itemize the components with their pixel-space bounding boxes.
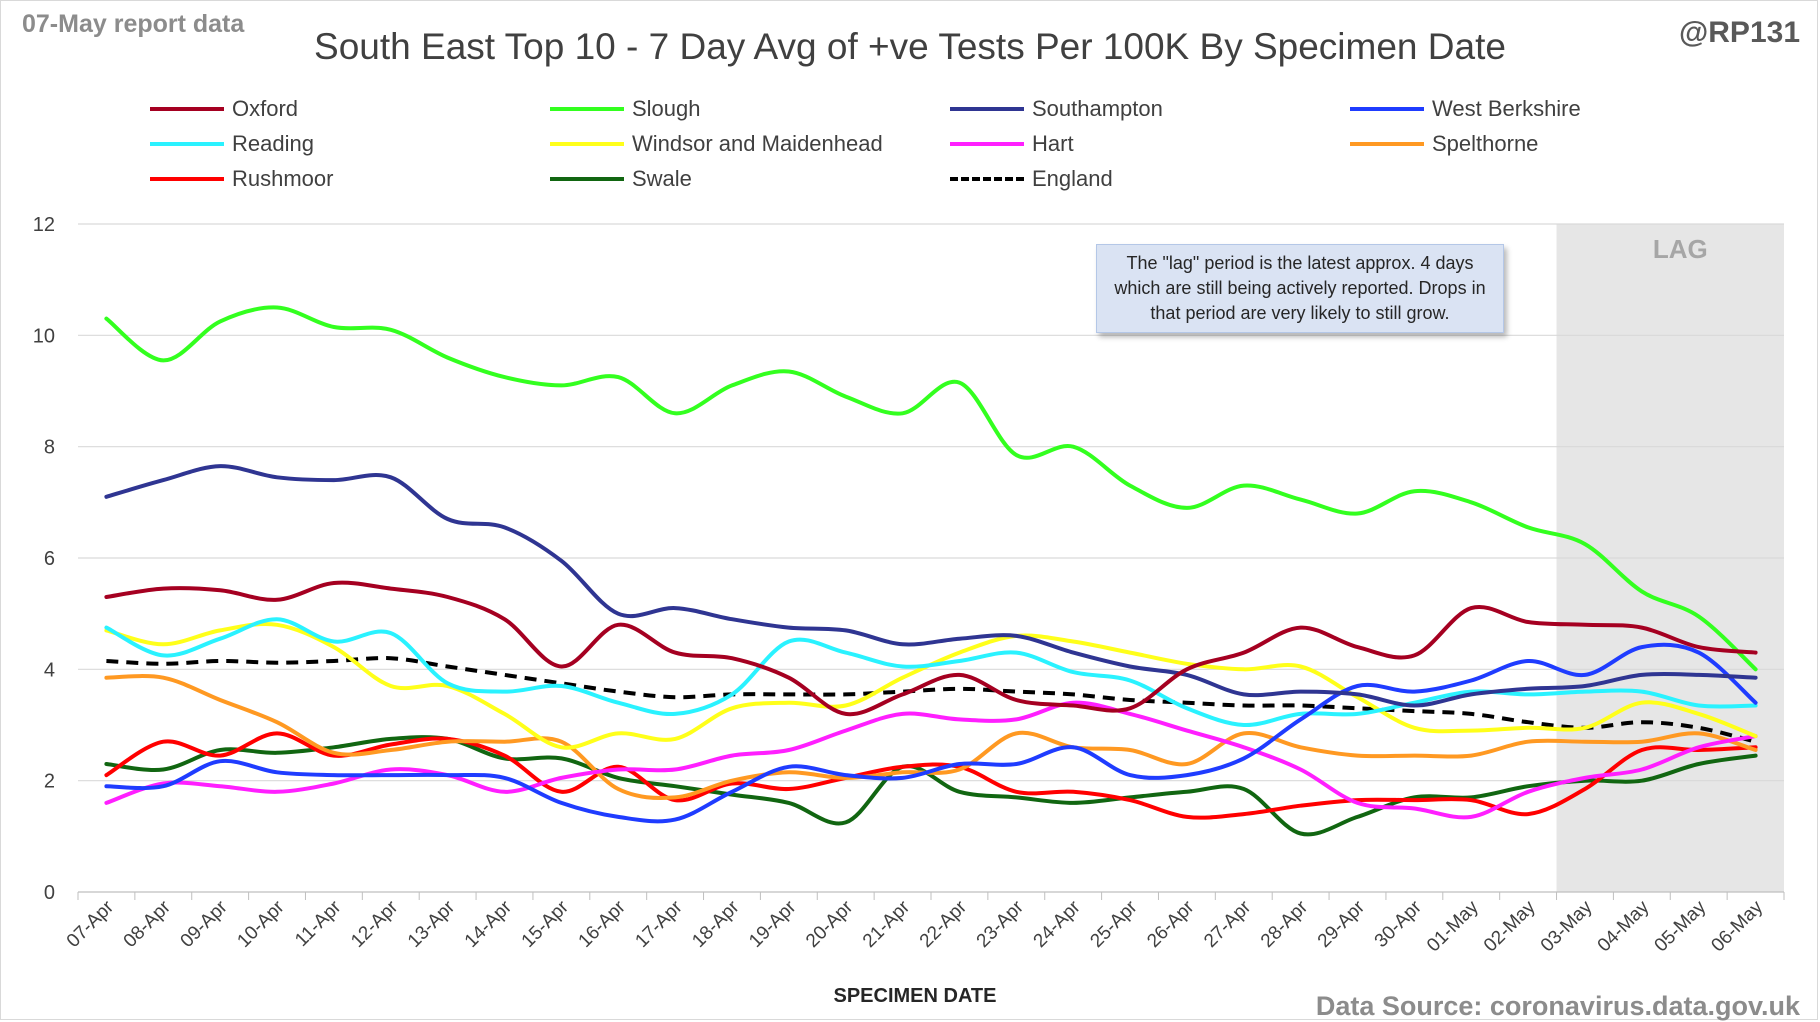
legend-swatch <box>950 177 1024 181</box>
legend-swatch <box>150 107 224 111</box>
legend-swatch <box>550 142 624 146</box>
series-line-west-berkshire <box>104 642 1758 824</box>
legend-swatch <box>950 142 1024 146</box>
lag-label: LAG <box>1653 234 1708 264</box>
x-tick-label: 08-Apr <box>120 896 176 952</box>
legend-item-england: England <box>950 164 1113 194</box>
x-tick-label: 06-May <box>1707 896 1767 956</box>
legend-swatch <box>150 177 224 181</box>
x-tick-label: 01-May <box>1423 896 1483 956</box>
x-tick-label: 26-Apr <box>1143 896 1199 952</box>
data-source-label: Data Source: coronavirus.data.gov.uk <box>1315 991 1800 1021</box>
x-tick-label: 04-May <box>1594 896 1654 956</box>
legend-label: Slough <box>632 96 701 121</box>
series-line-reading <box>104 617 1758 728</box>
x-tick-label: 22-Apr <box>916 896 972 952</box>
y-tick-label: 2 <box>44 771 55 793</box>
x-tick-label: 09-Apr <box>177 896 233 952</box>
legend-label: Reading <box>232 131 314 156</box>
legend-label: England <box>1032 166 1113 191</box>
x-tick-label: 02-May <box>1480 896 1540 956</box>
x-tick-label: 23-Apr <box>973 896 1029 952</box>
x-tick-label: 29-Apr <box>1314 896 1370 952</box>
series-line-england <box>106 656 1757 744</box>
series-line-slough <box>104 305 1758 672</box>
legend-item-windsor-and-maidenhead: Windsor and Maidenhead <box>550 129 883 159</box>
x-tick-label: 15-Apr <box>518 896 574 952</box>
lag-callout: The "lag" period is the latest approx. 4… <box>1096 244 1504 333</box>
legend-swatch <box>550 107 624 111</box>
legend-label: Rushmoor <box>232 166 334 191</box>
legend-item-hart: Hart <box>950 129 1074 159</box>
x-tick-label: 30-Apr <box>1371 896 1427 952</box>
chart-title: South East Top 10 - 7 Day Avg of +ve Tes… <box>314 26 1506 67</box>
series-line-oxford <box>104 580 1758 717</box>
x-tick-label: 14-Apr <box>461 896 517 952</box>
x-tick-label: 27-Apr <box>1200 896 1256 952</box>
x-tick-label: 16-Apr <box>575 896 631 952</box>
legend-label: Windsor and Maidenhead <box>632 131 883 156</box>
x-tick-label: 28-Apr <box>1257 896 1313 952</box>
series-line-swale <box>104 735 1758 837</box>
legend-swatch <box>950 107 1024 111</box>
legend-item-west-berkshire: West Berkshire <box>1350 94 1581 124</box>
series-line-rushmoor <box>104 731 1758 820</box>
x-tick-label: 24-Apr <box>1030 896 1086 952</box>
x-tick-label: 12-Apr <box>347 896 403 952</box>
y-tick-label: 6 <box>44 548 55 570</box>
x-tick-label: 05-May <box>1651 896 1711 956</box>
legend-label: Hart <box>1032 131 1074 156</box>
series-line-hart <box>104 700 1758 820</box>
y-tick-label: 0 <box>44 882 55 904</box>
series-line-southampton <box>104 464 1758 708</box>
x-tick-label: 10-Apr <box>233 896 289 952</box>
legend-item-oxford: Oxford <box>150 94 298 124</box>
legend-swatch <box>150 142 224 146</box>
y-tick-label: 12 <box>33 214 55 236</box>
x-tick-label: 25-Apr <box>1086 896 1142 952</box>
author-handle: @RP131 <box>1679 16 1800 49</box>
x-axis: 07-Apr 08-Apr 09-Apr 10-Apr 11-Apr 12-Apr 13-A… <box>63 892 1785 956</box>
series-lines <box>104 305 1758 837</box>
x-tick-label: 07-Apr <box>63 896 119 952</box>
legend-item-swale: Swale <box>550 164 692 194</box>
y-tick-label: 10 <box>33 325 55 347</box>
legend-item-southampton: Southampton <box>950 94 1163 124</box>
legend-item-reading: Reading <box>150 129 314 159</box>
y-tick-label: 4 <box>44 659 55 681</box>
legend-label: West Berkshire <box>1432 96 1581 121</box>
y-axis-tick-labels: 0 2 4 6 8 10 12 <box>33 214 55 904</box>
x-axis-label: SPECIMEN DATE <box>834 985 997 1007</box>
x-tick-label: 20-Apr <box>802 896 858 952</box>
x-tick-label: 11-Apr <box>291 896 346 951</box>
legend-label: Spelthorne <box>1432 131 1539 156</box>
x-tick-label: 19-Apr <box>745 896 801 952</box>
x-tick-label: 17-Apr <box>631 896 687 952</box>
legend: Oxford Slough Southampton West Berkshire Rea… <box>150 94 1770 204</box>
legend-label: Southampton <box>1032 96 1163 121</box>
legend-swatch <box>1350 107 1424 111</box>
x-tick-label: 13-Apr <box>404 896 460 952</box>
legend-label: Swale <box>632 166 692 191</box>
x-tick-label: 03-May <box>1537 896 1597 956</box>
legend-item-slough: Slough <box>550 94 701 124</box>
x-tick-label: 21-Apr <box>859 896 915 952</box>
report-date-label: 07-May report data <box>22 10 245 38</box>
legend-label: Oxford <box>232 96 299 121</box>
x-tick-label: 18-Apr <box>688 896 744 952</box>
legend-item-spelthorne: Spelthorne <box>1350 129 1538 159</box>
legend-swatch <box>550 177 624 181</box>
legend-item-rushmoor: Rushmoor <box>150 164 333 194</box>
y-tick-label: 8 <box>44 437 55 459</box>
legend-swatch <box>1350 142 1424 146</box>
